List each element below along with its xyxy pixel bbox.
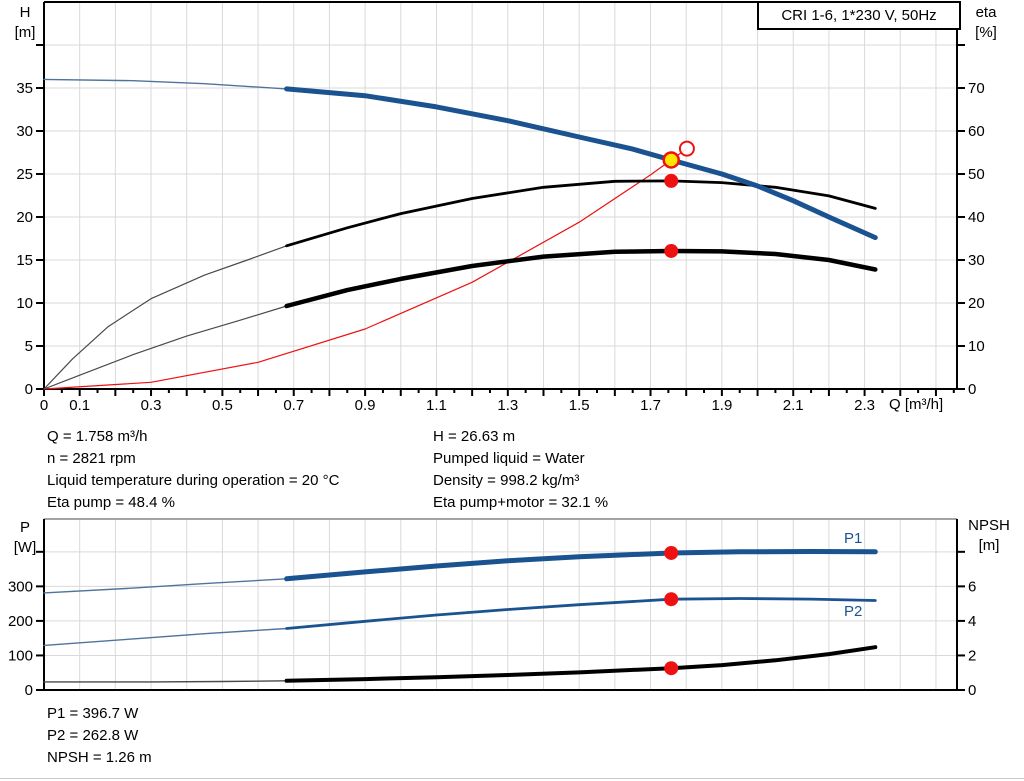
y-left-tick-label: 15 — [16, 252, 33, 269]
y-right-tick-label: 10 — [968, 338, 985, 355]
eta-axis-title-line2: [%] — [975, 24, 997, 41]
p2-operating-point — [664, 592, 679, 607]
npsh-axis-title-line1: NPSH — [968, 517, 1010, 534]
x-tick-label: 1.3 — [497, 397, 518, 414]
y-left-tick-label: 5 — [25, 338, 33, 355]
npsh-axis-title-line2: [m] — [978, 537, 1000, 554]
x-tick-label: 1.9 — [711, 397, 732, 414]
x-tick-label: 1.1 — [426, 397, 447, 414]
result-p2: P2 = 262.8 W — [47, 727, 139, 744]
y-right-tick-label: 50 — [968, 166, 985, 183]
system-curve — [43, 148, 688, 390]
x-tick-label: 0.5 — [212, 397, 233, 414]
requested-duty-point — [678, 140, 695, 157]
p1-curve — [284, 549, 878, 582]
x-tick-label: 0.9 — [355, 397, 376, 414]
result-block-bottom: P1 = 396.7 W P2 = 262.8 W NPSH = 1.26 m — [47, 703, 152, 769]
eta-axis-title-line1: eta — [975, 4, 997, 21]
x-tick-label: 1.5 — [569, 397, 590, 414]
x-tick-label: 0.3 — [141, 397, 162, 414]
x-tick-label: 2.1 — [783, 397, 804, 414]
p1-operating-point — [664, 545, 679, 560]
result-h: H = 26.63 m — [433, 428, 516, 445]
h-axis-title: H [m] — [8, 3, 42, 43]
x-tick-label: 2.3 — [854, 397, 875, 414]
pump-qh-curve — [284, 86, 878, 241]
result-eta-pump-motor: Eta pump+motor = 32.1 % — [433, 494, 609, 511]
eta-pump-curve-out-of-range — [43, 245, 288, 390]
eta-pump-curve — [285, 179, 877, 248]
result-eta-pump: Eta pump = 48.4 % — [47, 494, 175, 511]
y-right-tick-label: 70 — [968, 80, 985, 97]
x-tick-label: 1.7 — [640, 397, 661, 414]
p-axis-title-line2: [W] — [13, 539, 37, 556]
y-left-tick-label: 10 — [16, 295, 33, 312]
y-left-tick-label: 100 — [8, 647, 33, 664]
eta-pump-motor-operating-point — [664, 243, 679, 258]
result-block-left: Q = 1.758 m³/h n = 2821 rpm Liquid tempe… — [47, 426, 339, 514]
result-q: Q = 1.758 m³/h — [47, 428, 148, 445]
y-right-tick-label: 30 — [968, 252, 985, 269]
y-right-tick-label: 4 — [968, 613, 976, 630]
y-right-tick-label: 0 — [968, 682, 976, 699]
p-axis-title-line1: P — [19, 519, 30, 536]
npsh-curve-out-of-range — [43, 680, 288, 683]
p1-curve-label: P1 — [844, 530, 863, 547]
p2-curve — [285, 597, 877, 630]
y-right-tick-label: 40 — [968, 209, 985, 226]
duty-point[interactable] — [662, 151, 680, 169]
h-axis-title-line1: H — [19, 4, 31, 21]
x-tick-label: 0 — [40, 397, 48, 414]
p2-curve-label: P2 — [844, 603, 863, 620]
eta-pump-motor-curve — [284, 248, 878, 309]
result-npsh: NPSH = 1.26 m — [47, 749, 152, 766]
q-axis-unit-text: Q [m³/h] — [889, 396, 944, 413]
result-block-right: H = 26.63 m Pumped liquid = Water Densit… — [433, 426, 608, 514]
result-liquid-temperature: Liquid temperature during operation = 20… — [47, 472, 340, 489]
result-p1: P1 = 396.7 W — [47, 705, 139, 722]
eta-axis-title: eta [%] — [963, 3, 1009, 43]
footer-divider — [0, 778, 1024, 779]
y-left-tick-label: 300 — [8, 578, 33, 595]
h-axis-title-line2: [m] — [14, 24, 36, 41]
y-left-tick-label: 20 — [16, 209, 33, 226]
y-left-tick-label: 25 — [16, 166, 33, 183]
y-left-tick-label: 30 — [16, 123, 33, 140]
npsh-operating-point — [664, 661, 679, 676]
pump-type-box: CRI 1-6, 1*230 V, 50Hz — [757, 1, 961, 30]
q-axis-unit-label: Q [m³/h] — [889, 395, 979, 415]
x-tick-label: 0.1 — [69, 397, 90, 414]
y-left-tick-label: 35 — [16, 80, 33, 97]
x-tick-label: 0.7 — [283, 397, 304, 414]
p-axis-title: P [W] — [8, 518, 42, 558]
y-left-tick-label: 0 — [25, 682, 33, 699]
y-left-tick-label: 0 — [25, 381, 33, 398]
y-right-tick-label: 60 — [968, 123, 985, 140]
y-right-tick-label: 20 — [968, 295, 985, 312]
result-speed: n = 2821 rpm — [47, 450, 136, 467]
result-pumped-liquid: Pumped liquid = Water — [433, 450, 585, 467]
npsh-axis-title: NPSH [m] — [958, 516, 1020, 556]
npsh-curve — [284, 645, 878, 683]
y-left-tick-label: 200 — [8, 613, 33, 630]
eta-pump-motor-curve-out-of-range — [43, 305, 288, 390]
result-density: Density = 998.2 kg/m³ — [433, 472, 580, 489]
pump-qh-curve-out-of-range — [43, 78, 288, 90]
eta-pump-operating-point — [664, 173, 679, 188]
y-right-tick-label: 6 — [968, 578, 976, 595]
y-right-tick-label: 0 — [968, 381, 976, 398]
p1-curve-out-of-range — [43, 578, 288, 594]
y-right-tick-label: 2 — [968, 647, 976, 664]
p2-curve-out-of-range — [43, 627, 288, 647]
